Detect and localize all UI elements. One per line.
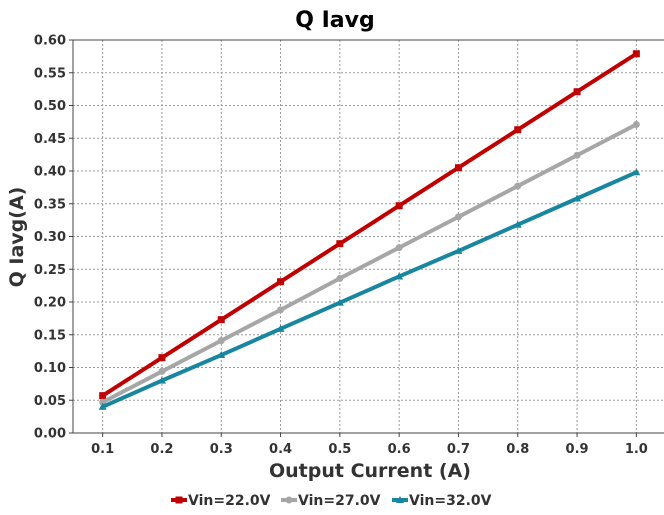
legend-marker <box>285 496 293 504</box>
series-1 <box>99 50 640 400</box>
y-axis: 0.00 0.05 0.10 0.15 0.20 0.25 0.30 0.35 0.40 0.45… <box>34 34 73 442</box>
data-point <box>632 168 641 176</box>
y-tick-label: 0.30 <box>34 230 66 245</box>
data-point <box>336 274 344 282</box>
series-3 <box>98 168 641 410</box>
data-point <box>632 50 640 58</box>
x-tick-label: 0.3 <box>210 442 233 457</box>
legend-label: Vin=22.0V <box>188 493 271 509</box>
x-tick-label: 0.5 <box>328 442 351 457</box>
y-tick-label: 0.35 <box>34 197 66 212</box>
x-tick-label: 0.8 <box>506 442 529 457</box>
y-axis-title: Q Iavg(A) <box>6 187 28 288</box>
data-point <box>158 367 166 375</box>
data-point <box>454 213 462 221</box>
data-point <box>99 392 107 400</box>
legend-item-3: Vin=32.0V <box>392 493 492 509</box>
y-tick-label: 0.15 <box>34 328 66 343</box>
y-tick-label: 0.45 <box>34 132 66 147</box>
chart-title: Q Iavg <box>295 8 374 33</box>
data-point <box>454 164 462 172</box>
y-tick-label: 0.00 <box>34 427 66 442</box>
data-point <box>632 120 640 128</box>
x-tick-label: 1.0 <box>625 442 648 457</box>
data-point <box>98 402 107 410</box>
x-axis-title: Output Current (A) <box>269 460 471 482</box>
x-axis: 0.1 0.2 0.3 0.4 0.5 0.6 0.7 0.8 0.9 1.0 <box>91 433 648 457</box>
y-tick-label: 0.10 <box>34 361 66 376</box>
y-tick-label: 0.50 <box>34 99 66 114</box>
y-tick-label: 0.60 <box>34 34 66 49</box>
x-tick-label: 0.9 <box>566 442 589 457</box>
y-tick-label: 0.25 <box>34 263 66 278</box>
y-tick-label: 0.20 <box>34 296 66 311</box>
data-point <box>573 88 581 96</box>
series-line <box>100 122 639 405</box>
data-point <box>454 246 463 254</box>
data-point <box>157 376 166 384</box>
legend-label: Vin=32.0V <box>409 493 492 509</box>
data-point <box>514 182 522 190</box>
data-point <box>217 351 226 359</box>
data-point <box>573 194 582 202</box>
legend-marker <box>175 496 183 504</box>
x-tick-label: 0.7 <box>447 442 470 457</box>
data-point <box>395 244 403 252</box>
y-tick-label: 0.40 <box>34 165 66 180</box>
legend-item-2: Vin=27.0V <box>281 493 381 509</box>
data-point <box>276 324 285 332</box>
series-2 <box>99 120 640 406</box>
x-tick-label: 0.6 <box>388 442 411 457</box>
x-tick-label: 0.2 <box>150 442 173 457</box>
y-tick-label: 0.55 <box>34 66 66 81</box>
legend: Vin=22.0V Vin=27.0V Vin=32.0V <box>171 493 492 509</box>
data-point <box>217 316 225 324</box>
data-point <box>335 298 344 306</box>
legend-marker <box>396 496 404 503</box>
data-point <box>513 220 522 228</box>
data-point <box>158 354 166 362</box>
data-point <box>573 151 581 159</box>
legend-label: Vin=27.0V <box>298 493 381 509</box>
data-point <box>395 272 404 280</box>
x-tick-label: 0.4 <box>269 442 292 457</box>
data-point <box>277 278 285 286</box>
data-point <box>336 240 344 248</box>
series-layer <box>98 50 641 410</box>
data-point <box>277 306 285 314</box>
series-line <box>100 170 639 409</box>
series-line <box>100 51 639 398</box>
legend-item-1: Vin=22.0V <box>171 493 271 509</box>
y-tick-label: 0.05 <box>34 394 66 409</box>
data-point <box>395 202 403 210</box>
data-point <box>514 126 522 134</box>
data-point <box>217 337 225 345</box>
x-tick-label: 0.1 <box>91 442 114 457</box>
